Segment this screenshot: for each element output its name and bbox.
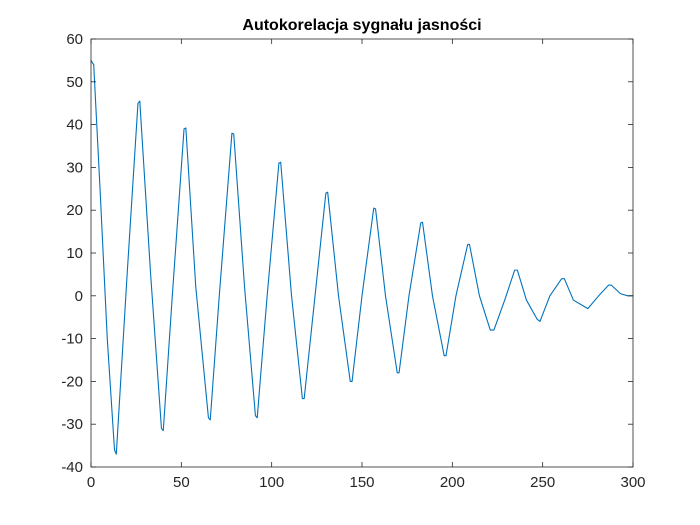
y-tick-label: 20 xyxy=(66,202,83,219)
y-tick-label: 60 xyxy=(66,31,83,48)
plot-area xyxy=(91,39,633,467)
y-tick-label: -10 xyxy=(61,331,83,348)
x-tick-label: 200 xyxy=(440,474,465,491)
series-line-0 xyxy=(90,59,634,455)
y-tick-label: 30 xyxy=(66,159,83,176)
y-tick-label: 50 xyxy=(66,74,83,91)
chart-axes: 0 50 100 150 200 250 300 -40 -30 -20 -10 0 10 20 30 40 5… xyxy=(61,31,645,491)
y-tick-label: -30 xyxy=(61,416,83,433)
x-tick-label: 250 xyxy=(530,474,555,491)
y-tick-label: 0 xyxy=(75,288,83,305)
chart-title: Autokorelacja sygnału jasności xyxy=(242,17,481,34)
x-tick-label: 0 xyxy=(87,474,95,491)
x-tick-label: 150 xyxy=(349,474,374,491)
y-tick-label: -20 xyxy=(61,373,83,390)
y-tick-label: 40 xyxy=(66,117,83,134)
y-tick-label: 10 xyxy=(66,245,83,262)
x-tick-label: 300 xyxy=(620,474,645,491)
x-tick-label: 100 xyxy=(259,474,284,491)
x-tick-label: 50 xyxy=(173,474,190,491)
chart-marks xyxy=(90,59,634,455)
y-tick-label: -40 xyxy=(61,459,83,476)
